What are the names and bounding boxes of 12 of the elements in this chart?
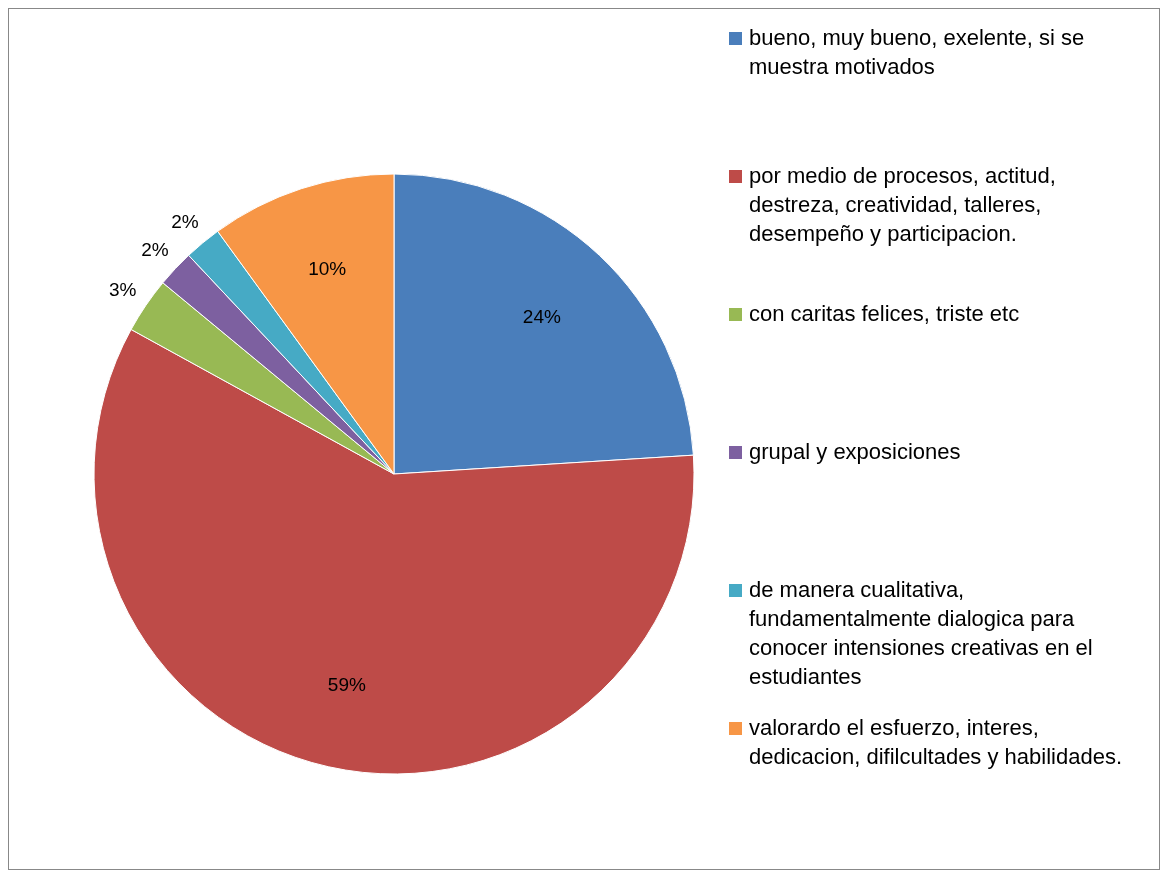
data-label: 10% <box>308 258 347 280</box>
data-label: 3% <box>108 279 137 301</box>
legend-label: con caritas felices, triste etc <box>749 300 1020 328</box>
data-label: 2% <box>141 238 169 260</box>
legend-label: bueno, muy bueno, exelente, si se muestra motivados <box>749 24 1086 81</box>
legend-label: valorardo el esfuerzo, interes, dedicacion, difilcultades y habilidades. <box>749 714 1123 771</box>
data-label: 24% <box>522 306 561 328</box>
legend-label: por medio de procesos, actitud, destreza, creatividad, talleres, desempeño y participacion. <box>749 162 1057 248</box>
legend-label: de manera cualitativa, fundamentalmente dialogica para conocer intensiones creativas en el estudiantes <box>749 576 1094 691</box>
data-label: 59% <box>327 674 366 696</box>
legend-label: grupal y exposiciones <box>749 438 961 466</box>
data-label: 2% <box>171 210 199 232</box>
